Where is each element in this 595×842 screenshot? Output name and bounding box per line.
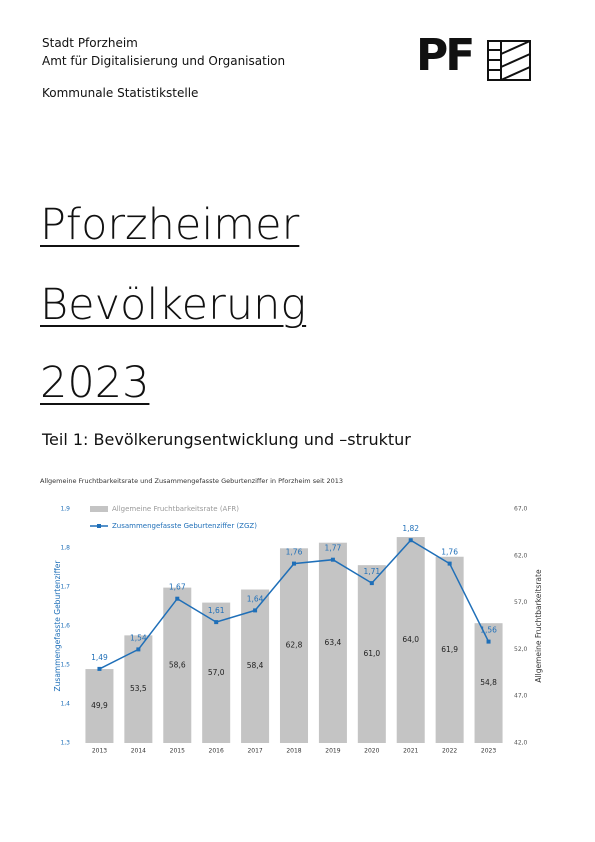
line-marker — [175, 596, 180, 601]
x-tick-label: 2016 — [209, 748, 224, 755]
x-tick-label: 2019 — [325, 748, 340, 755]
bar-value-label: 57,0 — [208, 668, 225, 677]
bar — [357, 565, 386, 743]
line-value-label: 1,49 — [91, 653, 108, 662]
y-tick-label: 1,9 — [60, 506, 70, 513]
y-tick-label: 1,4 — [60, 701, 70, 708]
x-tick-label: 2020 — [364, 748, 379, 755]
x-tick-label: 2021 — [403, 748, 418, 755]
line-marker — [136, 647, 141, 652]
y-tick-label: 1,5 — [60, 662, 70, 669]
line-value-label: 1,67 — [169, 583, 186, 592]
bar — [202, 602, 231, 743]
y-tick-label: 1,6 — [60, 623, 70, 630]
line-value-label: 1,61 — [208, 606, 225, 615]
line-marker — [330, 557, 335, 562]
line-marker — [486, 639, 491, 644]
bar — [163, 587, 192, 743]
bar — [279, 548, 309, 743]
bar-value-label: 49,9 — [91, 701, 108, 710]
bar — [85, 669, 114, 743]
x-tick-label: 2018 — [286, 748, 301, 755]
logo-mark — [487, 40, 531, 81]
bar-value-label: 54,8 — [480, 678, 497, 687]
line-value-label: 1,54 — [130, 633, 147, 642]
line-value-label: 1,71 — [363, 567, 380, 576]
bar-value-label: 62,8 — [286, 641, 303, 650]
bar-value-label: 58,6 — [169, 660, 186, 669]
header-line: Kommunale Statistikstelle — [42, 86, 199, 100]
line-value-label: 1,76 — [441, 548, 458, 557]
y2-tick-label: 47,0 — [514, 693, 528, 700]
line-value-label: 1,77 — [325, 544, 342, 553]
y2-tick-label: 42,0 — [514, 740, 528, 747]
y2-tick-label: 52,0 — [514, 646, 528, 653]
subtitle: Teil 1: Bevölkerungsentwicklung und –str… — [42, 430, 411, 449]
y-axis-label: Zusammengefasste Geburtenziffer — [53, 560, 62, 692]
legend-swatch — [97, 524, 101, 528]
title-line: Bevölkerung — [40, 280, 307, 330]
bar — [435, 556, 464, 743]
x-tick-label: 2023 — [481, 748, 496, 755]
y2-tick-label: 57,0 — [514, 599, 528, 606]
chart: Allgemeine Fruchtbarkeitsrate und Zusamm… — [40, 477, 543, 755]
bar — [241, 589, 270, 743]
bar-value-label: 58,4 — [247, 661, 264, 670]
line-marker — [369, 581, 374, 586]
y2-tick-label: 62,0 — [514, 552, 528, 559]
line-marker — [214, 620, 219, 625]
line-value-label: 1,76 — [286, 548, 303, 557]
title-line: 2023 — [40, 358, 150, 408]
x-tick-label: 2022 — [442, 748, 457, 755]
line-marker — [292, 561, 296, 566]
bar-value-label: 64,0 — [402, 635, 419, 644]
x-tick-label: 2013 — [92, 748, 107, 755]
header-line: Amt für Digitalisierung und Organisation — [42, 54, 286, 68]
y-tick-label: 1,7 — [60, 584, 70, 591]
bar-value-label: 53,5 — [130, 684, 147, 693]
bar — [396, 537, 425, 743]
logo: PF — [416, 30, 475, 81]
bar-value-label: 63,4 — [325, 638, 342, 647]
line-marker — [447, 561, 452, 566]
y2-axis-label: Allgemeine Fruchtbarkeitsrate — [534, 569, 543, 683]
legend-swatch — [90, 506, 108, 512]
y-tick-label: 1,3 — [60, 740, 70, 747]
chart-title: Allgemeine Fruchtbarkeitsrate und Zusamm… — [40, 477, 343, 485]
line-marker — [253, 608, 258, 613]
title-line: Pforzheimer — [40, 200, 300, 250]
x-tick-label: 2014 — [131, 748, 146, 755]
x-tick-label: 2015 — [170, 748, 185, 755]
line-marker — [97, 666, 102, 671]
line-value-label: 1,56 — [480, 626, 497, 635]
header-line: Stadt Pforzheim — [42, 36, 138, 50]
line-value-label: 1,64 — [247, 594, 264, 603]
bar — [318, 542, 347, 743]
line-value-label: 1,82 — [402, 524, 419, 533]
line-marker — [408, 538, 413, 543]
y2-tick-label: 67,0 — [514, 506, 528, 513]
legend-label: Zusammengefasste Geburtenziffer (ZGZ) — [112, 522, 257, 530]
legend-label: Allgemeine Fruchtbarkeitsrate (AFR) — [112, 505, 239, 513]
bar-value-label: 61,9 — [441, 645, 458, 654]
y-tick-label: 1,8 — [60, 545, 70, 552]
bar-value-label: 61,0 — [363, 649, 380, 658]
x-tick-label: 2017 — [247, 748, 262, 755]
